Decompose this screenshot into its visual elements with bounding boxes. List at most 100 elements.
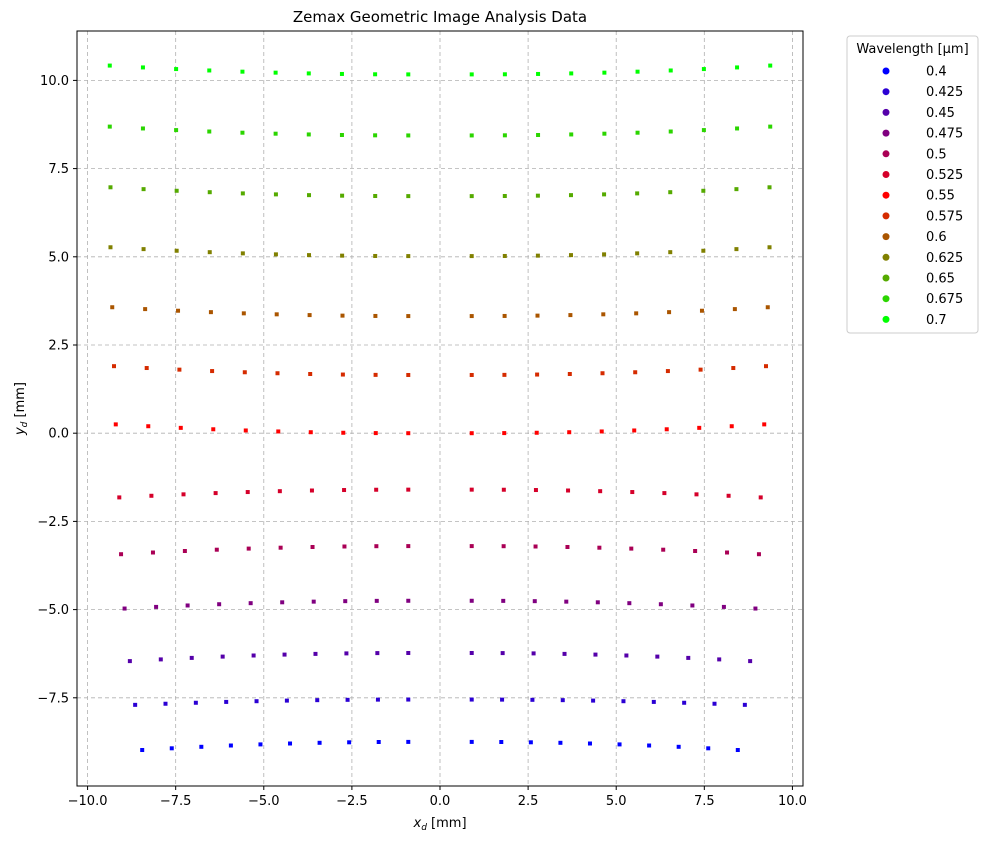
- data-point: [756, 552, 761, 557]
- data-point: [158, 657, 163, 662]
- data-point: [406, 314, 411, 319]
- data-point: [310, 544, 315, 549]
- data-point: [163, 701, 168, 706]
- legend-marker: [882, 233, 890, 241]
- legend-box: [846, 35, 979, 334]
- y-tick-label: −5.0: [37, 603, 69, 618]
- data-point: [213, 491, 218, 496]
- data-point: [240, 251, 245, 256]
- data-point: [602, 192, 607, 197]
- data-point: [469, 194, 474, 199]
- data-point: [748, 659, 753, 664]
- data-point: [306, 71, 311, 76]
- data-point: [406, 650, 411, 655]
- data-point: [374, 544, 379, 549]
- data-point: [502, 431, 507, 436]
- x-tick-label: 7.5: [694, 794, 715, 809]
- data-point: [374, 598, 379, 603]
- data-point: [535, 313, 540, 318]
- legend-marker: [882, 171, 890, 178]
- legend-label: 0.625: [926, 251, 963, 266]
- data-point: [587, 741, 592, 746]
- data-point: [373, 253, 378, 258]
- data-point: [117, 495, 122, 500]
- data-point: [735, 126, 740, 131]
- data-point: [224, 699, 229, 704]
- data-point: [502, 253, 507, 258]
- data-point: [178, 425, 183, 430]
- data-point: [373, 194, 378, 199]
- data-point: [375, 697, 380, 702]
- data-point: [536, 71, 541, 76]
- legend-marker: [882, 253, 890, 261]
- data-point: [725, 550, 730, 555]
- data-point: [176, 308, 181, 313]
- data-point: [635, 130, 640, 135]
- data-point: [278, 545, 283, 550]
- data-point: [169, 746, 174, 751]
- data-point: [690, 603, 695, 608]
- x-tick-label: −5.0: [248, 794, 280, 809]
- data-point: [273, 70, 278, 75]
- data-point: [530, 697, 535, 702]
- data-point: [602, 70, 607, 75]
- data-point: [140, 748, 145, 753]
- data-point: [686, 655, 691, 660]
- legend-label: 0.5: [926, 147, 947, 162]
- data-point: [288, 741, 293, 746]
- data-point: [181, 492, 186, 497]
- legend-items: 0.4 0.425 0.45 0.475 0.5 0.525 0.55 0.575 0.6 0.6…: [882, 65, 963, 328]
- data-point: [699, 308, 704, 313]
- data-point: [341, 430, 346, 435]
- legend-marker: [882, 212, 890, 220]
- data-point: [376, 739, 381, 744]
- data-point: [734, 187, 739, 192]
- data-point: [214, 547, 219, 552]
- data-point: [532, 599, 537, 604]
- legend-label: 0.4: [926, 65, 947, 80]
- data-point: [146, 424, 151, 429]
- legend-label: 0.575: [926, 209, 963, 224]
- ticks-layer: −10.0 −7.5 −5.0 −2.5 0.0 2.5 5.0 7.5 10.0 −7.5 −5.…: [37, 74, 806, 809]
- data-point: [220, 654, 225, 659]
- data-point: [119, 552, 124, 557]
- legend-title: Wavelength [µm]: [856, 42, 968, 57]
- data-point: [108, 245, 113, 250]
- y-tick-label: 7.5: [48, 162, 69, 177]
- data-point: [721, 604, 726, 609]
- data-point: [340, 372, 345, 377]
- data-point: [217, 602, 222, 607]
- data-point: [568, 193, 573, 198]
- data-point: [598, 489, 603, 494]
- data-point: [277, 489, 282, 494]
- data-point: [535, 193, 540, 198]
- data-point: [632, 428, 637, 433]
- y-tick-label: −7.5: [37, 691, 69, 706]
- data-point: [501, 487, 506, 492]
- data-point: [753, 606, 758, 611]
- legend-marker: [882, 67, 890, 75]
- data-point: [174, 67, 179, 72]
- y-tick-label: −2.5: [37, 515, 69, 530]
- x-tick-label: −10.0: [68, 794, 108, 809]
- data-point: [150, 550, 155, 555]
- data-point: [141, 247, 146, 252]
- data-point: [140, 126, 145, 131]
- legend-label: 0.525: [926, 168, 963, 183]
- y-tick-label: 10.0: [40, 74, 69, 89]
- data-point: [345, 697, 350, 702]
- data-point: [143, 307, 148, 312]
- data-point: [273, 192, 278, 197]
- data-point: [564, 599, 569, 604]
- data-point: [315, 698, 320, 703]
- data-point: [240, 191, 245, 196]
- data-point: [469, 697, 474, 702]
- data-point: [406, 133, 411, 138]
- y-tick-label: 5.0: [48, 250, 69, 265]
- data-point: [627, 601, 632, 606]
- data-point: [536, 132, 541, 137]
- data-point: [693, 549, 698, 554]
- data-point: [154, 604, 159, 609]
- data-point: [110, 305, 115, 310]
